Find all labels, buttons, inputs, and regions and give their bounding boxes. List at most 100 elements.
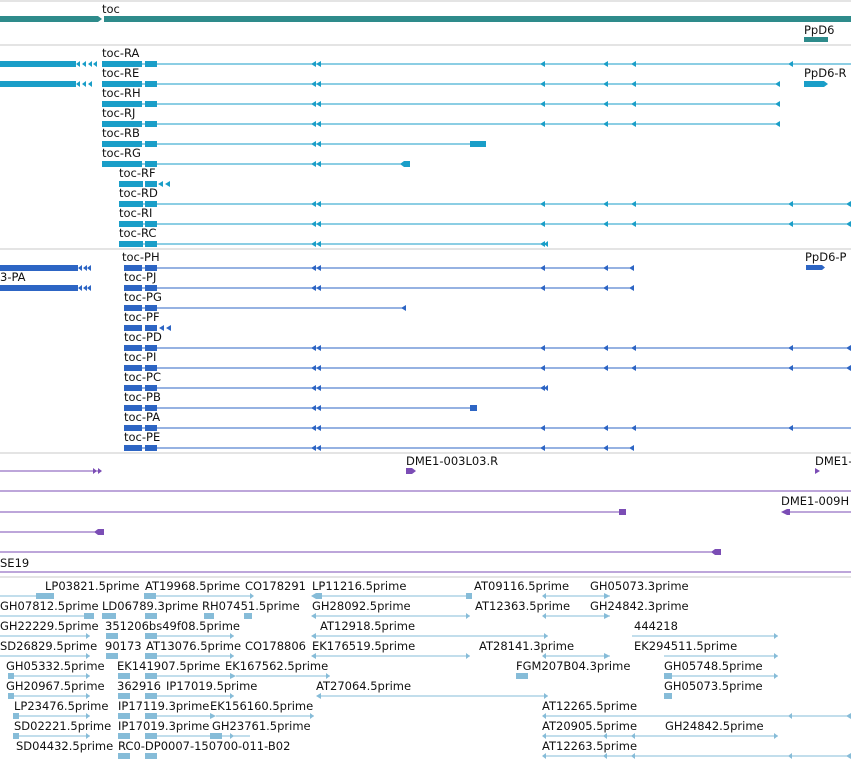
- protein-feature[interactable]: toc-PB: [124, 390, 477, 411]
- protein-label: PpD6-P: [805, 250, 847, 264]
- est-feature[interactable]: [8, 693, 90, 699]
- est-feature[interactable]: [106, 633, 234, 639]
- protein-feature[interactable]: toc-PD: [124, 330, 851, 351]
- est-feature[interactable]: [13, 733, 90, 739]
- transcript-feature[interactable]: toc-RE: [0, 66, 780, 87]
- protein-feature[interactable]: toc-PA: [124, 410, 851, 431]
- est-label: EK156160.5prime: [210, 699, 313, 713]
- clone-feature[interactable]: [0, 509, 626, 515]
- est-label: 351206bs49f08.5prime: [105, 619, 240, 633]
- transcript-label: toc-RG: [102, 146, 141, 160]
- protein-feature[interactable]: toc-PG: [124, 290, 406, 311]
- est-feature[interactable]: [542, 733, 778, 739]
- est-feature[interactable]: [0, 653, 90, 659]
- est-label: CO178291: [245, 579, 306, 593]
- protein-feature[interactable]: toc-PC: [124, 370, 548, 391]
- est-label: GH20967.5prime: [6, 679, 105, 693]
- protein-feature[interactable]: PpD6-P: [805, 250, 847, 270]
- est-feature[interactable]: [118, 693, 234, 699]
- est-label: AT27064.5prime: [316, 679, 411, 693]
- protein-label: toc-PB: [124, 390, 161, 404]
- gene-feature-toc[interactable]: toc: [0, 2, 851, 22]
- est-label: SD04432.5prime: [16, 739, 113, 753]
- protein-feature[interactable]: toc-PI: [124, 350, 851, 371]
- protein-feature[interactable]: toc-PJ: [124, 270, 634, 291]
- est-feature[interactable]: [542, 593, 610, 599]
- est-feature[interactable]: [210, 713, 314, 719]
- est-feature[interactable]: [632, 633, 778, 639]
- est-feature[interactable]: [106, 653, 234, 659]
- protein-label: toc-PD: [124, 330, 162, 344]
- transcript-feature[interactable]: toc-RF: [119, 166, 170, 187]
- est-label: GH05073.3prime: [590, 579, 689, 593]
- transcript-label: toc-RD: [119, 186, 158, 200]
- est-feature[interactable]: [664, 653, 778, 659]
- protein-feature[interactable]: toc-PH: [122, 250, 634, 271]
- transcript-feature[interactable]: toc-RG: [102, 146, 410, 167]
- est-label: LP11216.5prime: [312, 579, 406, 593]
- transcript-feature[interactable]: toc-RA: [0, 46, 851, 67]
- clone-feature[interactable]: [0, 468, 102, 474]
- clone-feature-dme1-003l03[interactable]: DME1-003L03.R: [406, 454, 498, 474]
- est-feature[interactable]: [144, 593, 254, 599]
- clone-feature[interactable]: [0, 529, 104, 535]
- est-label: GH24842.3prime: [590, 599, 689, 613]
- transcript-feature[interactable]: toc-RH: [102, 86, 780, 107]
- est-feature[interactable]: [0, 613, 94, 619]
- protein-label: 3-PA: [0, 270, 26, 284]
- est-feature[interactable]: [516, 673, 528, 679]
- est-feature[interactable]: [0, 593, 54, 599]
- clone-feature-dme1[interactable]: DME1-: [815, 454, 851, 474]
- est-feature[interactable]: [316, 693, 548, 699]
- protein-feature[interactable]: [0, 265, 91, 271]
- est-feature[interactable]: [311, 653, 470, 659]
- est-feature[interactable]: [13, 713, 90, 719]
- clone-feature-se19[interactable]: SE19: [0, 549, 721, 570]
- est-label: AT28141.3prime: [479, 639, 574, 653]
- protein-feature[interactable]: toc-PF: [124, 310, 171, 331]
- est-feature[interactable]: [230, 673, 330, 679]
- gene-label: toc: [102, 2, 120, 16]
- est-feature[interactable]: [664, 673, 778, 679]
- protein-label: toc-PF: [124, 310, 160, 324]
- est-label: EK176519.5prime: [312, 639, 415, 653]
- transcript-label: toc-RA: [102, 46, 140, 60]
- est-label: AT19968.5prime: [145, 579, 240, 593]
- transcript-label: toc-RH: [102, 86, 141, 100]
- est-feature[interactable]: [0, 633, 90, 639]
- transcript-label: toc-RI: [119, 206, 152, 220]
- est-feature[interactable]: [311, 593, 472, 599]
- est-feature[interactable]: [102, 613, 252, 619]
- est-feature[interactable]: [8, 673, 90, 679]
- transcript-feature[interactable]: toc-RC: [119, 226, 548, 247]
- gene-feature-ppd6[interactable]: PpD6: [804, 23, 834, 42]
- protein-track: 3-PA PpD6-P toc-PH toc-PJ: [0, 250, 851, 454]
- est-feature[interactable]: [542, 713, 851, 719]
- est-label: 444218: [634, 619, 678, 633]
- gene-label: PpD6: [804, 23, 834, 37]
- transcript-feature[interactable]: toc-RD: [119, 186, 851, 207]
- protein-feature[interactable]: 3-PA: [0, 270, 91, 291]
- est-label: GH05073.5prime: [664, 679, 763, 693]
- est-label: AT12265.5prime: [542, 699, 637, 713]
- protein-label: toc-PH: [122, 250, 160, 264]
- transcript-feature[interactable]: toc-RJ: [102, 106, 780, 127]
- est-feature[interactable]: [311, 633, 548, 639]
- est-feature[interactable]: [542, 653, 610, 659]
- clone-feature-dme1-009h[interactable]: DME1-009H: [781, 494, 851, 515]
- transcript-feature[interactable]: toc-RI: [119, 206, 851, 227]
- est-label: FGM207B04.3prime: [516, 659, 630, 673]
- transcript-feature[interactable]: toc-RB: [102, 126, 486, 147]
- est-label: RH07451.5prime: [202, 599, 300, 613]
- est-feature[interactable]: [542, 753, 851, 759]
- transcript-feature[interactable]: PpD6-R: [804, 66, 847, 87]
- est-feature[interactable]: [118, 753, 157, 759]
- protein-feature[interactable]: toc-PE: [124, 430, 634, 451]
- est-feature[interactable]: [311, 613, 470, 619]
- est-feature[interactable]: [542, 613, 610, 619]
- est-feature[interactable]: [210, 733, 250, 739]
- clone-label: SE19: [0, 556, 29, 570]
- est-label: AT09116.5prime: [474, 579, 569, 593]
- est-feature[interactable]: [664, 693, 672, 699]
